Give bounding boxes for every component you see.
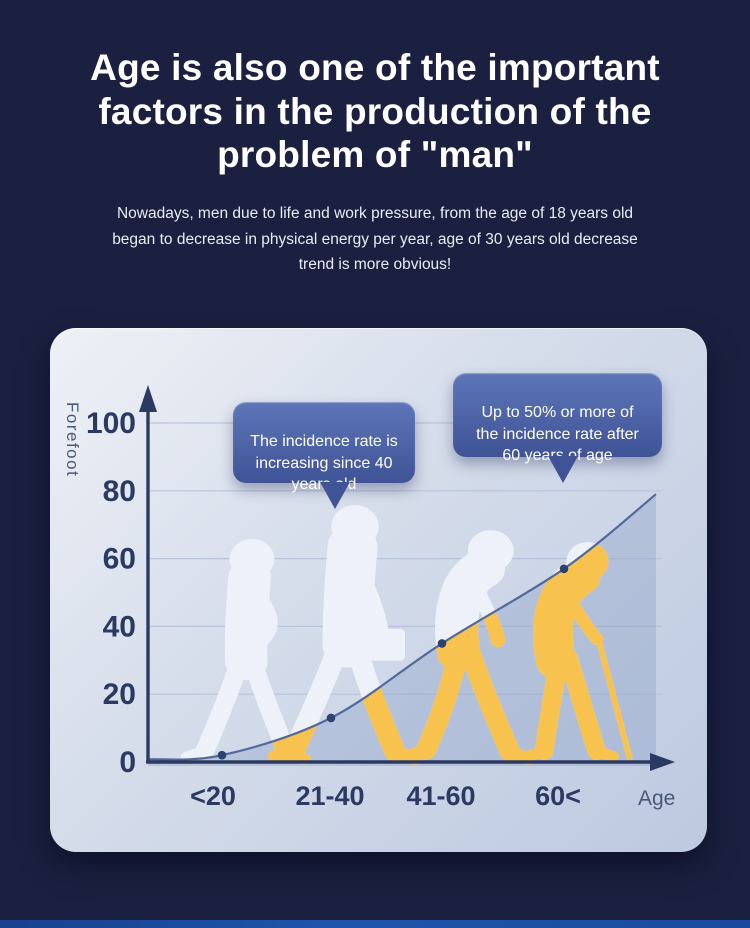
callout-incidence-since-40: The incidence rate is increasing since 4…: [233, 402, 415, 509]
svg-text:100: 100: [86, 407, 136, 440]
age-incidence-chart: 0 20 40 60 80 100 <20 21-40 41-60 60< Forefoot A…: [63, 385, 675, 811]
footer-accent-bar: [0, 920, 750, 928]
y-tick-labels: 0 20 40 60 80 100: [86, 407, 136, 779]
x-category-labels: <20 21-40 41-60 60<: [190, 781, 581, 811]
axes: [139, 385, 675, 771]
svg-text:80: 80: [103, 475, 136, 508]
header: Age is also one of the important factors…: [0, 46, 750, 278]
page-title: Age is also one of the important factors…: [90, 47, 660, 176]
callout-incidence-after-60: Up to 50% or more of the incidence rate …: [453, 373, 662, 483]
data-points: [217, 564, 569, 760]
svg-text:40: 40: [103, 610, 136, 643]
young-man-silhouette: [187, 539, 305, 759]
y-axis-label: Forefoot: [63, 402, 82, 477]
svg-text:<20: <20: [190, 781, 236, 811]
under-curve-area: [148, 494, 656, 766]
svg-text:60<: 60<: [535, 781, 581, 811]
chart-card: 0 20 40 60 80 100 <20 21-40 41-60 60< Forefoot A…: [50, 328, 707, 852]
svg-text:41-60: 41-60: [406, 781, 475, 811]
x-axis-arrow-icon: [650, 753, 675, 771]
svg-text:0: 0: [119, 746, 136, 779]
svg-text:21-40: 21-40: [295, 781, 364, 811]
x-axis-label: Age: [638, 787, 675, 810]
page-subtitle: Nowadays, men due to life and work press…: [112, 204, 638, 274]
svg-text:20: 20: [103, 678, 136, 711]
callout-text: Up to 50% or more of the incidence rate …: [476, 404, 639, 464]
svg-text:60: 60: [103, 543, 136, 576]
y-axis-arrow-icon: [139, 385, 157, 412]
callout-text: The incidence rate is increasing since 4…: [250, 433, 398, 493]
